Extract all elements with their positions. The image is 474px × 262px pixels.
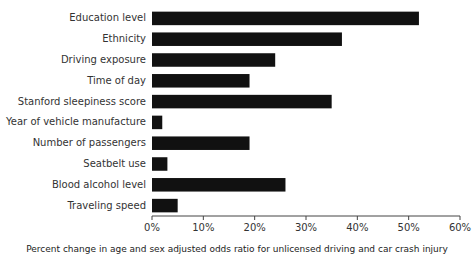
bar	[152, 136, 250, 150]
bar	[152, 53, 275, 67]
category-label: Ethnicity	[102, 33, 146, 44]
category-label: Blood alcohol level	[52, 179, 146, 190]
x-tick	[460, 216, 461, 220]
category-label: Year of vehicle manufacture	[5, 116, 146, 127]
x-tick-label: 0%	[144, 222, 160, 233]
x-tick	[408, 216, 409, 220]
bar	[152, 157, 167, 171]
bar	[152, 199, 178, 213]
x-tick-label: 20%	[244, 222, 266, 233]
x-tick-label: 30%	[295, 222, 317, 233]
x-tick	[254, 216, 255, 220]
x-tick	[152, 216, 153, 220]
category-label: Time of day	[86, 75, 146, 86]
category-label: Driving exposure	[61, 54, 146, 65]
x-tick	[357, 216, 358, 220]
bar	[152, 32, 342, 46]
x-tick-label: 10%	[192, 222, 214, 233]
bar	[152, 74, 250, 88]
x-tick	[203, 216, 204, 220]
bar	[152, 178, 285, 192]
x-axis-title: Percent change in age and sex adjusted o…	[26, 244, 448, 254]
x-tick-label: 40%	[346, 222, 368, 233]
chart: Traveling speed Blood alcohol level Seatbe…	[0, 0, 474, 262]
x-tick-label: 60%	[449, 222, 471, 233]
bars	[152, 12, 419, 213]
bar	[152, 12, 419, 26]
category-label: Number of passengers	[33, 137, 146, 148]
bar	[152, 95, 332, 109]
x-tick	[306, 216, 307, 220]
bar	[152, 116, 162, 130]
x-tick-label: 50%	[398, 222, 420, 233]
category-label: Education level	[69, 12, 146, 23]
category-label: Seatbelt use	[83, 158, 146, 169]
category-label: Traveling speed	[66, 200, 146, 211]
category-label: Stanford sleepiness score	[18, 96, 146, 107]
